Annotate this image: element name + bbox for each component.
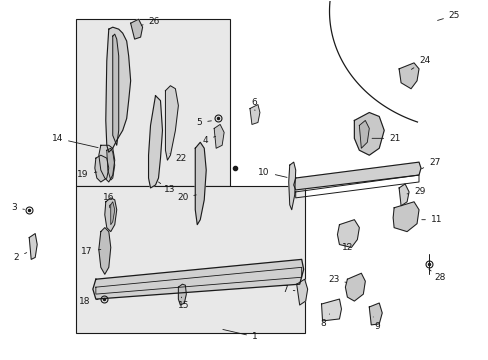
Polygon shape <box>249 105 260 125</box>
Text: 2: 2 <box>14 253 27 262</box>
Polygon shape <box>111 202 115 225</box>
Polygon shape <box>337 220 359 247</box>
Text: 15: 15 <box>178 297 189 310</box>
Polygon shape <box>95 155 108 182</box>
Polygon shape <box>398 184 408 206</box>
Text: 16: 16 <box>103 193 114 208</box>
Text: 29: 29 <box>406 188 425 197</box>
Text: 27: 27 <box>421 158 439 169</box>
Polygon shape <box>398 63 418 89</box>
Text: 26: 26 <box>141 17 160 26</box>
Text: 21: 21 <box>371 134 400 143</box>
Text: 23: 23 <box>327 275 346 284</box>
Text: 28: 28 <box>428 269 445 282</box>
Polygon shape <box>354 113 384 155</box>
Polygon shape <box>130 19 142 39</box>
Text: 17: 17 <box>81 247 101 256</box>
Text: 22: 22 <box>170 153 186 163</box>
Polygon shape <box>195 142 206 225</box>
Text: 12: 12 <box>341 243 352 252</box>
Text: 8: 8 <box>320 314 329 328</box>
Text: 25: 25 <box>437 11 459 21</box>
Polygon shape <box>148 96 162 188</box>
Polygon shape <box>99 145 115 182</box>
Polygon shape <box>392 202 418 231</box>
Polygon shape <box>99 228 111 274</box>
Text: 19: 19 <box>77 170 97 179</box>
Polygon shape <box>165 86 178 160</box>
Text: 18: 18 <box>79 297 98 306</box>
Bar <box>76 19 230 186</box>
Text: 11: 11 <box>421 215 442 224</box>
Text: 5: 5 <box>196 118 211 127</box>
Polygon shape <box>368 303 382 325</box>
Polygon shape <box>178 284 186 305</box>
Polygon shape <box>293 162 420 190</box>
Bar <box>76 186 304 333</box>
Text: 4: 4 <box>202 136 215 145</box>
Text: 13: 13 <box>158 182 175 194</box>
Polygon shape <box>104 198 117 231</box>
Text: 3: 3 <box>12 203 24 212</box>
Polygon shape <box>321 299 341 321</box>
Polygon shape <box>105 27 130 152</box>
Text: 1: 1 <box>223 329 257 341</box>
Text: 24: 24 <box>410 57 429 69</box>
Polygon shape <box>296 279 307 305</box>
Text: 10: 10 <box>258 167 286 177</box>
Polygon shape <box>113 34 119 145</box>
Text: 20: 20 <box>177 193 196 202</box>
Text: 6: 6 <box>250 98 256 111</box>
Polygon shape <box>359 121 368 148</box>
Polygon shape <box>93 260 303 299</box>
Polygon shape <box>288 162 295 210</box>
Polygon shape <box>345 273 365 301</box>
Polygon shape <box>106 148 115 180</box>
Text: 7: 7 <box>282 285 294 294</box>
Text: 14: 14 <box>52 134 98 148</box>
Text: 9: 9 <box>372 317 379 331</box>
Polygon shape <box>29 234 37 260</box>
Polygon shape <box>214 125 224 148</box>
